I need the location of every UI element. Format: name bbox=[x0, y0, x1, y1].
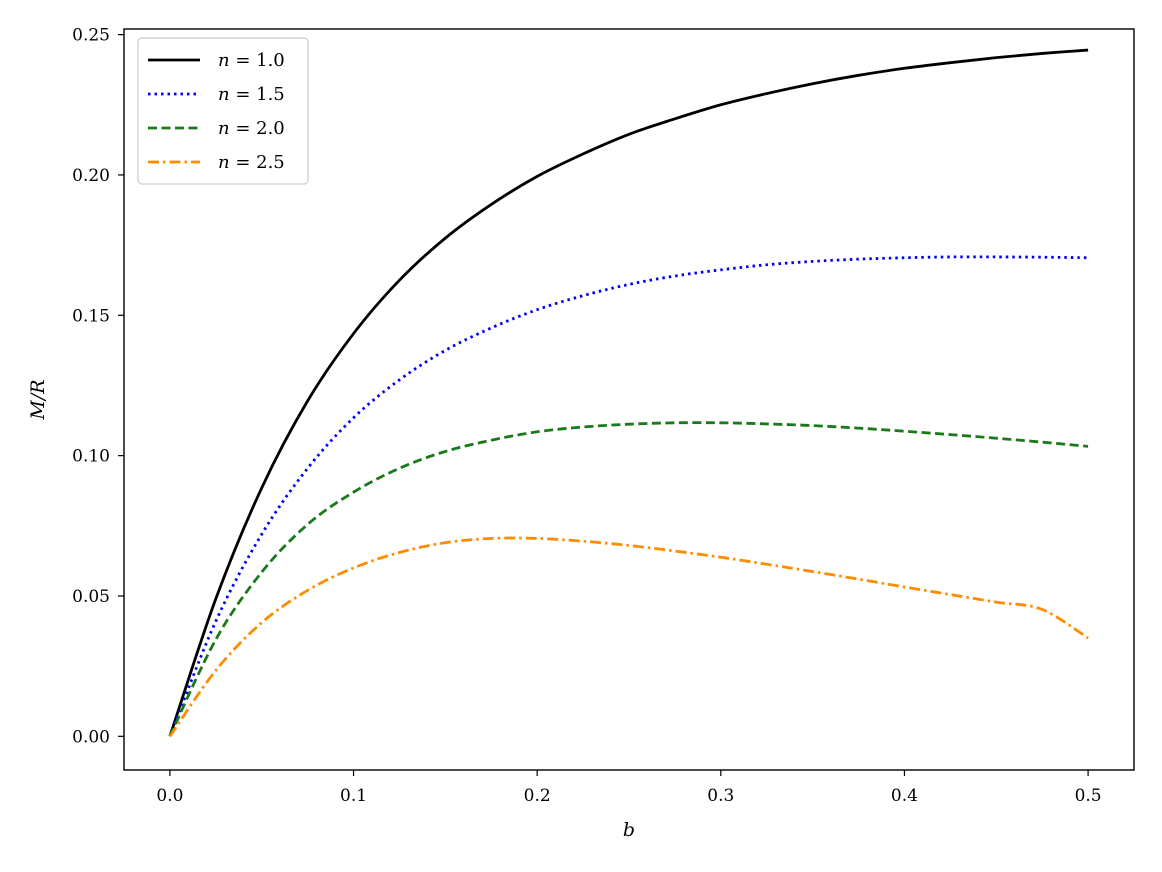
legend-box bbox=[137, 37, 309, 185]
x-tick-label: 0.5 bbox=[1075, 786, 1102, 806]
x-axis-label: b bbox=[623, 819, 635, 841]
x-tick-label: 0.2 bbox=[524, 786, 551, 806]
series-line-3 bbox=[168, 421, 1089, 737]
series-line-4 bbox=[168, 536, 1089, 738]
y-tick-label: 0.10 bbox=[72, 447, 110, 467]
x-tick-label: 0.3 bbox=[707, 786, 734, 806]
y-tick-label: 0.25 bbox=[72, 26, 110, 46]
x-tick-label: 0.0 bbox=[156, 786, 183, 806]
series-lines bbox=[168, 48, 1089, 738]
plot-frame bbox=[123, 28, 1135, 771]
legend: n = 1.0 n = 1.5 n = 2.0 n = 2.5 bbox=[137, 37, 309, 185]
x-tick-label: 0.4 bbox=[891, 786, 918, 806]
series-line-2 bbox=[168, 255, 1089, 737]
series-line-1 bbox=[168, 48, 1089, 737]
y-tick-label: 0.05 bbox=[72, 587, 110, 607]
x-axis: 0.0 0.1 0.2 0.3 0.4 0.5 bbox=[156, 770, 1102, 806]
x-tick-label: 0.1 bbox=[340, 786, 367, 806]
y-tick-label: 0.00 bbox=[72, 727, 110, 747]
legend-label: n = 1.5 bbox=[218, 84, 285, 105]
y-axis: 0.00 0.05 0.10 0.15 0.20 0.25 bbox=[72, 26, 124, 747]
y-tick-label: 0.15 bbox=[72, 306, 110, 326]
legend-label: n = 1.0 bbox=[218, 50, 285, 71]
y-axis-label: M/R bbox=[27, 379, 49, 420]
y-tick-label: 0.20 bbox=[72, 166, 110, 186]
legend-label: n = 2.0 bbox=[218, 118, 285, 139]
legend-label: n = 2.5 bbox=[218, 152, 285, 173]
